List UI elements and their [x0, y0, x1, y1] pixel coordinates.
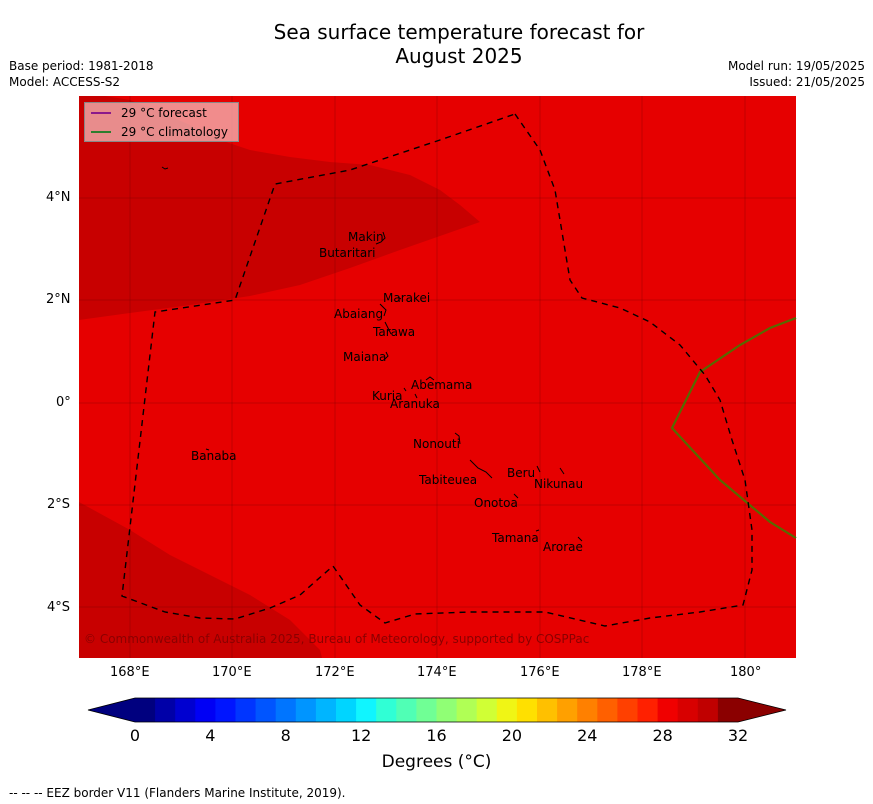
label-abemama: Abemama — [411, 378, 473, 392]
gridlines — [79, 96, 796, 658]
y-tick-4s: 4°S — [47, 600, 71, 615]
colorbar-label: Degrees (°C) — [381, 752, 492, 772]
title-line-1: Sea surface temperature forecast for — [273, 20, 645, 44]
eez-footnote: -- -- -- EEZ border V11 (Flanders Marine… — [9, 786, 346, 800]
colorbar-segment — [235, 698, 257, 722]
colorbar-under-arrow — [88, 698, 135, 722]
label-kuria: Kuria — [372, 389, 403, 403]
colorbar-segment — [557, 698, 578, 722]
climatology-29c-line — [670, 316, 797, 539]
colorbar-segment — [215, 698, 236, 722]
model-name: Model: ACCESS-S2 — [9, 75, 121, 89]
colorbar-tick-label: 8 — [280, 726, 291, 745]
label-nonouti: Nonouti — [413, 437, 460, 451]
label-aranuka: Aranuka — [390, 397, 440, 411]
colorbar-segment — [255, 698, 277, 722]
x-tick-172e: 172°E — [315, 665, 355, 680]
base-period: Base period: 1981-2018 — [9, 59, 154, 73]
colorbar-tick-label: 28 — [652, 726, 673, 745]
run-info: Model run: 19/05/2025 Issued: 21/05/2025 — [728, 58, 865, 90]
label-maiana: Maiana — [343, 350, 387, 364]
eez-border — [121, 113, 753, 627]
colorbar-segment — [637, 698, 659, 722]
colorbar-tick-label: 20 — [501, 726, 523, 745]
colorbar-segment — [135, 698, 156, 722]
label-nikunau: Nikunau — [534, 477, 584, 491]
colorbar-segment — [155, 698, 176, 722]
model-run-date: Model run: 19/05/2025 — [727, 59, 865, 73]
x-tick-170e: 170°E — [212, 665, 252, 680]
colorbar-tick-label: 32 — [727, 726, 749, 745]
legend-forecast-label: 29 °C forecast — [121, 106, 207, 120]
colorbar-segment — [476, 698, 498, 722]
y-tick-0: 0° — [56, 395, 71, 410]
label-makin: Makin — [348, 230, 384, 244]
colorbar-tick-label: 24 — [577, 726, 598, 745]
chart-title: Sea surface temperature forecast for Aug… — [0, 20, 873, 68]
forecast-line-swatch — [91, 112, 111, 114]
label-arorae: Arorae — [543, 540, 583, 554]
colorbar-segment — [456, 698, 478, 722]
y-tick-2s: 2°S — [47, 497, 71, 512]
warmer-region-southwest — [79, 502, 322, 658]
colorbar-segment — [436, 698, 458, 722]
colorbar-segment — [396, 698, 417, 722]
x-tick-178e: 178°E — [622, 665, 662, 680]
title-line-2: August 2025 — [395, 44, 523, 68]
colorbar-segment — [195, 698, 216, 722]
legend-climatology-label: 29 °C climatology — [121, 125, 229, 139]
colorbar — [87, 697, 787, 723]
label-tarawa: Tarawa — [373, 325, 416, 339]
colorbar-tick-label: 16 — [426, 726, 447, 745]
colorbar-segment — [697, 698, 719, 722]
model-info: Base period: 1981-2018 Model: ACCESS-S2 — [9, 58, 154, 90]
colorbar-segment — [336, 698, 357, 722]
colorbar-tick-label: 12 — [350, 726, 372, 745]
island-marks — [161, 166, 583, 542]
x-tick-168e: 168°E — [110, 665, 150, 680]
colorbar-tick-label: 0 — [129, 726, 141, 745]
label-banaba: Banaba — [191, 449, 237, 463]
colorbar-segment — [597, 698, 618, 722]
legend: 29 °C forecast 29 °C climatology — [84, 102, 239, 142]
copyright-notice: © Commonwealth of Australia 2025, Bureau… — [84, 632, 590, 646]
colorbar-segment — [295, 698, 317, 722]
warmer-region-north — [79, 96, 480, 320]
label-abaiang: Abaiang — [334, 307, 384, 321]
colorbar-tick-label: 4 — [205, 726, 216, 745]
colorbar-segment — [717, 698, 739, 722]
colorbar-outline — [87, 697, 787, 723]
x-tick-176e: 176°E — [520, 665, 560, 680]
colorbar-over-arrow — [738, 698, 786, 722]
colorbar-segment — [175, 698, 196, 722]
legend-forecast: 29 °C forecast — [91, 105, 207, 121]
colorbar-segment — [617, 698, 638, 722]
colorbar-segment — [275, 698, 297, 722]
label-onotoa: Onotoa — [474, 496, 518, 510]
colorbar-segment — [356, 698, 377, 722]
colorbar-segment — [577, 698, 598, 722]
colorbar-segment — [496, 698, 518, 722]
climatology-line-swatch — [91, 131, 111, 133]
x-tick-180: 180° — [730, 665, 762, 680]
y-tick-4n: 4°N — [46, 190, 71, 205]
label-tamana: Tamana — [492, 531, 539, 545]
colorbar-segment — [376, 698, 397, 722]
label-tabiteuea: Tabiteuea — [419, 473, 478, 487]
y-tick-2n: 2°N — [46, 292, 71, 307]
label-butaritari: Butaritari — [319, 246, 376, 260]
x-tick-174e: 174°E — [417, 665, 457, 680]
colorbar-segment — [416, 698, 437, 722]
legend-climatology: 29 °C climatology — [91, 124, 228, 140]
label-marakei: Marakei — [383, 291, 431, 305]
colorbar-segment — [315, 698, 337, 722]
colorbar-segment — [516, 698, 538, 722]
colorbar-segment — [677, 698, 699, 722]
label-beru: Beru — [507, 466, 536, 480]
issued-date: Issued: 21/05/2025 — [749, 75, 865, 89]
colorbar-segment — [657, 698, 679, 722]
colorbar-segment — [537, 698, 558, 722]
